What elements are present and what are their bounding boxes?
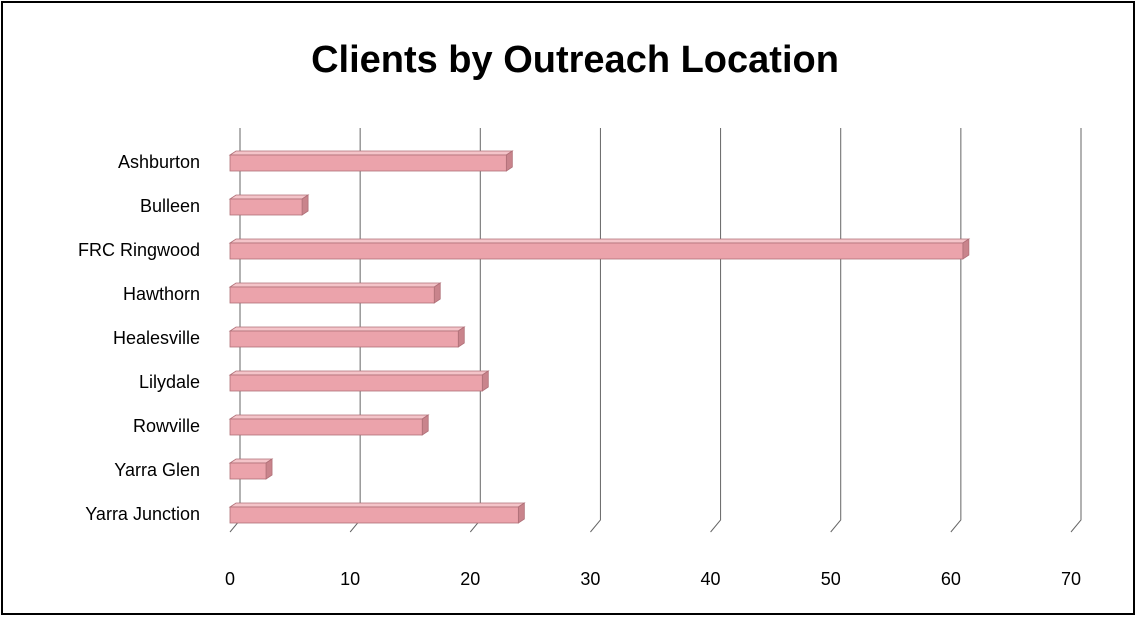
bar-face: [301, 194, 309, 216]
bar: [228, 458, 274, 480]
bar-face: [457, 326, 465, 348]
bar-face: [228, 194, 310, 200]
y-tick-label: Lilydale: [139, 372, 200, 392]
bar-face: [962, 238, 970, 260]
y-tick-label: Yarra Junction: [85, 504, 200, 524]
y-tick-label: Rowville: [133, 416, 200, 436]
bar-face: [228, 414, 430, 420]
bar-face: [229, 374, 483, 392]
bar: [228, 326, 466, 348]
x-tick-label: 20: [460, 569, 480, 589]
x-tick-label: 70: [1061, 569, 1081, 589]
bar: [228, 370, 490, 392]
bar-face: [505, 150, 513, 172]
bar-face: [421, 414, 429, 436]
bar: [228, 150, 514, 172]
bar: [228, 502, 526, 524]
grid-line: [1070, 128, 1082, 533]
bar-face: [228, 150, 514, 156]
x-tick-label: 30: [580, 569, 600, 589]
bar: [228, 282, 442, 304]
bar-face: [265, 458, 273, 480]
bar-face: [229, 418, 423, 436]
bar-face: [228, 370, 490, 376]
y-tick-label: Hawthorn: [123, 284, 200, 304]
bar: [228, 414, 430, 436]
bar-face: [229, 330, 459, 348]
bar-face: [229, 198, 303, 216]
x-tick-label: 0: [225, 569, 235, 589]
bar-face: [228, 282, 442, 288]
bar-face: [229, 462, 267, 480]
bar-face: [517, 502, 525, 524]
bar-face: [229, 286, 435, 304]
y-tick-label: Bulleen: [140, 196, 200, 216]
bar-face: [228, 458, 274, 464]
bar-face: [229, 242, 964, 260]
chart-title: Clients by Outreach Location: [311, 39, 839, 81]
bar-face: [229, 506, 519, 524]
bar-face: [228, 238, 971, 244]
x-tick-label: 40: [701, 569, 721, 589]
x-tick-label: 10: [340, 569, 360, 589]
y-tick-label: Yarra Glen: [114, 460, 200, 480]
bar-face: [228, 502, 526, 508]
bar-face: [229, 154, 507, 172]
bar-face: [433, 282, 441, 304]
x-tick-label: 60: [941, 569, 961, 589]
y-tick-label: Healesville: [113, 328, 200, 348]
bar: [228, 238, 971, 260]
bar-face: [481, 370, 489, 392]
bar-face: [228, 326, 466, 332]
x-tick-label: 50: [821, 569, 841, 589]
y-tick-label: Ashburton: [118, 152, 200, 172]
y-tick-label: FRC Ringwood: [78, 240, 200, 260]
bar: [228, 194, 310, 216]
